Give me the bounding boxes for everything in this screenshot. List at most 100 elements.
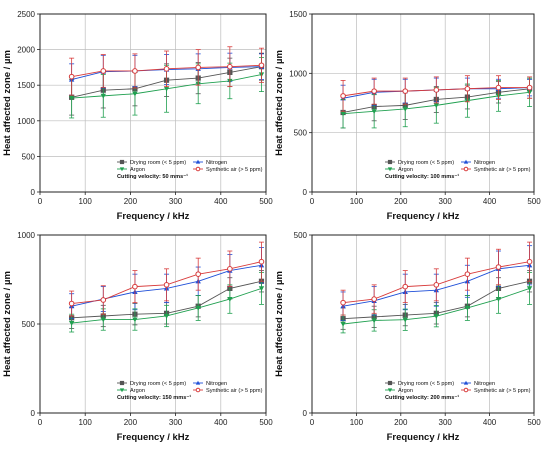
legend-swatch-marker [387,388,393,393]
legend-title: Cutting velocity: 150 mms⁻¹ [117,394,191,401]
legend-entry: Drying room (< 5 ppm) [130,381,186,387]
data-point [464,271,471,277]
data-point [132,91,138,97]
legend-entry: Synthetic air (> 5 ppm) [206,388,263,394]
legend-swatch-marker [119,380,125,386]
chart-panel-4: 0 100 200 300 400 500 0 500 Frequency / kHz Heat … [274,231,541,443]
data-point [227,296,233,302]
legend-swatch-marker [119,388,125,393]
x-tick-label: 500 [527,418,541,427]
y-axis-label: Heat affected zone / µm [2,271,13,377]
legend-title: Cutting velocity: 100 mms⁻¹ [385,173,459,180]
chart-panel-3: 0 100 200 300 400 500 0 500 1000 Frequency / kHz H… [2,231,273,443]
y-tick-label: 0 [31,188,36,197]
data-point [132,283,138,290]
x-tick-label: 400 [483,418,497,427]
x-tick-label: 500 [259,418,273,427]
x-tick-label: 0 [38,197,43,206]
y-tick-label: 2500 [17,10,35,19]
data-point [100,297,107,303]
y-axis-label: Heat affected zone / µm [2,50,13,156]
y-tick-label: 1000 [17,231,35,240]
data-point [100,93,106,99]
legend-swatch-marker [119,167,125,172]
legend-swatch-marker [387,159,393,165]
legend-entry: Argon [130,388,145,394]
data-point [495,84,502,91]
legend-entry: Drying room (< 5 ppm) [130,160,186,166]
data-point [68,95,75,101]
data-point [464,85,471,92]
y-tick-label: 0 [31,409,36,418]
data-point [68,321,75,326]
series-4 [340,75,533,112]
y-tick-label: 1500 [17,81,35,90]
x-tick-label: 0 [310,418,315,427]
plot-frame [39,13,267,193]
data-point [195,64,201,71]
legend-swatch-marker [195,380,201,385]
x-tick-label: 400 [214,197,228,206]
x-tick-label: 300 [169,197,183,206]
y-tick-label: 2000 [17,46,35,55]
legend-entry: Nitrogen [206,381,227,387]
data-point [100,317,106,323]
legend-entry: Nitrogen [206,160,227,166]
x-tick-label: 200 [394,197,408,206]
legend-swatch-marker [463,166,469,172]
legend-swatch-marker [387,167,393,172]
data-point [495,264,502,270]
data-point [340,321,346,327]
legend-entry: Argon [398,167,413,173]
y-axis-label: Heat affected zone / µm [274,271,285,377]
x-axis-label: Frequency / kHz [387,432,460,443]
data-point [433,103,440,109]
legend-title: Cutting velocity: 200 mms⁻¹ [385,394,459,401]
series-4 [68,241,265,317]
data-point [433,282,440,288]
legend-swatch-marker [195,159,201,164]
legend-swatch-marker [195,166,201,172]
data-point [340,299,346,306]
legend-swatch-marker [195,387,201,393]
x-tick-label: 0 [310,197,315,206]
x-axis-label: Frequency / kHz [387,211,460,222]
legend-entry: Drying room (< 5 ppm) [398,381,454,387]
data-point [371,109,377,115]
x-tick-label: 300 [439,197,453,206]
data-point [195,271,201,277]
data-point [195,305,201,311]
data-point [258,286,265,292]
legend-entry: Synthetic air (> 5 ppm) [206,167,263,173]
data-point [433,87,440,93]
x-tick-label: 100 [350,418,364,427]
x-tick-label: 0 [38,418,43,427]
data-point [526,84,533,91]
chart-panel-2: 0 100 200 300 400 500 0 500 1000 1500 Frequency / … [274,10,541,222]
data-point [371,296,377,302]
y-tick-label: 1000 [289,69,307,78]
data-point [68,73,75,80]
legend-entry: Synthetic air (> 5 ppm) [474,167,531,173]
y-tick-label: 1500 [289,10,307,19]
y-tick-label: 500 [22,152,36,161]
data-point [163,313,170,319]
plot-frame [39,234,267,414]
data-point [100,68,107,74]
data-point [402,283,409,290]
plot-frame [311,234,535,414]
legend-swatch-marker [463,159,469,164]
y-tick-label: 500 [294,129,308,138]
x-tick-label: 100 [350,197,364,206]
y-tick-label: 500 [22,320,36,329]
legend-entry: Argon [398,388,413,394]
data-point [227,63,233,70]
x-tick-label: 400 [214,418,228,427]
data-point [163,282,170,288]
legend-entry: Drying room (< 5 ppm) [398,160,454,166]
x-tick-label: 500 [259,197,273,206]
data-point [163,66,170,72]
x-tick-label: 200 [124,418,138,427]
y-tick-label: 1000 [17,117,35,126]
series-3 [340,271,533,334]
